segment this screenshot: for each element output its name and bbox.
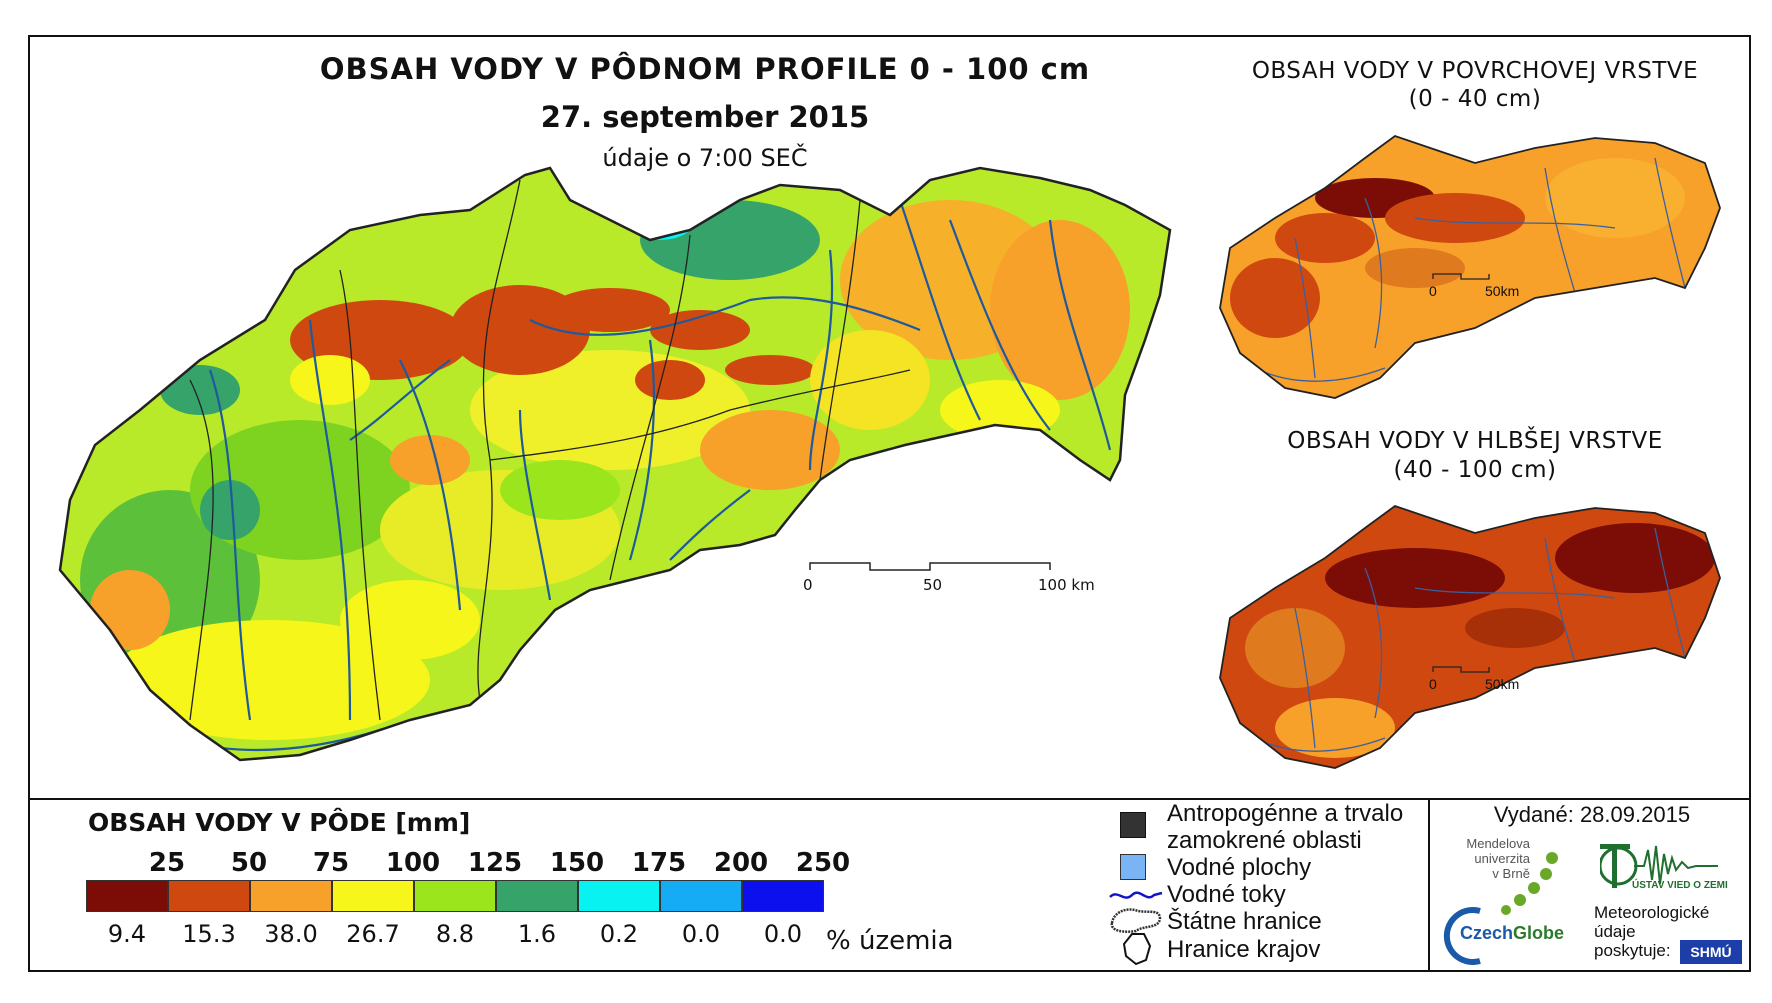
czechglobe-arc-icon	[1443, 907, 1481, 965]
legend-state-borders: Štátne hranice	[1167, 908, 1322, 935]
legend-pct: 0.0	[681, 920, 721, 948]
legend-pct-unit: % územia	[826, 926, 954, 956]
meteo-line-3: poskytuje:	[1594, 941, 1671, 960]
legend-swatch	[86, 880, 168, 912]
czechglobe-logo: CzechGlobe	[1460, 923, 1564, 944]
mendel-logo-text: Mendelova univerzita v Brně	[1460, 836, 1530, 881]
czechglobe-czech: Czech	[1460, 923, 1514, 943]
legend-pct: 8.8	[435, 920, 475, 948]
legend-pct: 26.7	[346, 920, 400, 948]
legend-swatch	[742, 880, 824, 912]
legend-swatch	[496, 880, 578, 912]
mendel-dots-icon	[1501, 852, 1558, 915]
state-border-icon	[1110, 908, 1162, 933]
map-frame	[28, 35, 1751, 972]
legend-pct: 38.0	[264, 920, 318, 948]
credits-separator	[1428, 798, 1430, 972]
legend-water-bodies: Vodné plochy	[1167, 854, 1312, 881]
mendel-line-2: univerzita	[1474, 851, 1530, 866]
legend-title: OBSAH VODY V PÔDE [mm]	[88, 808, 471, 837]
mendel-line-3: v Brně	[1492, 866, 1530, 881]
legend-swatch	[660, 880, 742, 912]
meteo-line-2: údaje	[1594, 922, 1636, 941]
region-border-icon	[1122, 933, 1152, 966]
legend-break-25: 25	[148, 848, 186, 878]
legend-break-75: 75	[312, 848, 350, 878]
surface-map-subtitle: (0 - 40 cm)	[1408, 86, 1542, 112]
legend-region-borders: Hranice krajov	[1167, 936, 1321, 963]
deep-scale-0: 0	[1429, 676, 1437, 692]
mendel-line-1: Mendelova	[1466, 836, 1530, 851]
legend-separator	[28, 798, 1751, 800]
legend-swatch	[250, 880, 332, 912]
legend-pct: 9.4	[107, 920, 147, 948]
legend-pct: 0.0	[763, 920, 803, 948]
shmu-logo: SHMÚ	[1680, 940, 1742, 964]
surface-scale-0: 0	[1429, 283, 1437, 299]
legend-break-175: 175	[631, 848, 687, 878]
main-scale-50: 50	[923, 576, 943, 594]
legend-swatch	[414, 880, 496, 912]
main-scale-100: 100 km	[1038, 576, 1095, 594]
earth-science-logo-icon	[1600, 844, 1718, 888]
deep-map-title: OBSAH VODY V HLBŠEJ VRSTVE	[1287, 428, 1663, 454]
main-map-date: 27. september 2015	[540, 100, 870, 134]
meteo-credit: Meteorologické údaje poskytuje:	[1594, 903, 1709, 960]
legend-pct: 15.3	[182, 920, 236, 948]
earth-science-logo-text: ÚSTAV VIED O ZEMI	[1632, 880, 1728, 891]
czechglobe-globe: Globe	[1513, 923, 1565, 943]
legend-break-250: 250	[795, 848, 851, 878]
main-soil-moisture-map	[58, 166, 1172, 762]
legend-swatch	[578, 880, 660, 912]
deep-layer-map	[1219, 505, 1721, 769]
legend-break-100: 100	[385, 848, 441, 878]
legend-break-200: 200	[713, 848, 769, 878]
main-scale-0: 0	[803, 576, 813, 594]
legend-pct: 1.6	[517, 920, 557, 948]
main-map-time: údaje o 7:00 SEČ	[602, 144, 808, 172]
surface-scale-50: 50km	[1485, 283, 1520, 299]
meteo-line-1: Meteorologické	[1594, 903, 1710, 922]
legend-break-50: 50	[230, 848, 268, 878]
legend-break-125: 125	[467, 848, 523, 878]
river-icon	[1109, 891, 1163, 899]
legend-swatch	[332, 880, 414, 912]
surface-map-title: OBSAH VODY V POVRCHOVEJ VRSTVE	[1251, 58, 1699, 84]
main-scale-bar	[809, 562, 1051, 571]
legend-break-150: 150	[549, 848, 605, 878]
legend-swatch	[168, 880, 250, 912]
deep-scale-50: 50km	[1485, 676, 1520, 692]
main-map-title: OBSAH VODY V PÔDNOM PROFILE 0 - 100 cm	[319, 52, 1091, 86]
anthropogenic-area-icon	[1120, 812, 1146, 838]
issued-date: Vydané: 28.09.2015	[1493, 802, 1691, 827]
water-body-icon	[1120, 854, 1146, 880]
legend-pct: 0.2	[599, 920, 639, 948]
legend-rivers: Vodné toky	[1167, 881, 1286, 908]
legend-anthropogenic-1: Antropogénne a trvalo	[1167, 800, 1404, 827]
legend-anthropogenic-2: zamokrené oblasti	[1167, 827, 1362, 854]
surface-layer-map	[1219, 135, 1721, 399]
deep-map-subtitle: (40 - 100 cm)	[1393, 457, 1557, 483]
